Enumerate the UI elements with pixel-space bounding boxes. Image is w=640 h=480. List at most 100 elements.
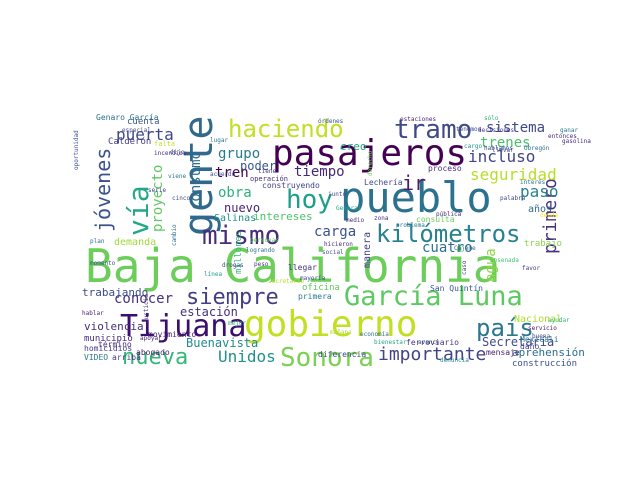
word-agua: agua <box>483 248 499 282</box>
word-hicieron: hicieron <box>324 241 353 248</box>
word-proceso: proceso <box>428 164 462 173</box>
word-favor: favor <box>522 265 540 272</box>
word-tijuana: Tijuana <box>120 309 246 344</box>
word-servicio: servicio <box>528 325 557 332</box>
word-video: VIDEO <box>84 353 108 362</box>
word-movimiento: movimiento <box>148 330 196 339</box>
word-publica: pública <box>436 211 462 218</box>
word-abogado: abogado <box>136 348 170 357</box>
word-apoyar: apoyar <box>140 335 162 342</box>
word-solo: sólo <box>484 115 499 122</box>
word-baja-california: Baja California <box>85 239 500 293</box>
word-llevar: llevar <box>492 147 514 154</box>
word-calderon: Calderón <box>108 136 151 147</box>
word-ir: ir <box>402 171 426 195</box>
word-ensenada: Ensenada <box>490 257 519 264</box>
word-mensaje: mensaje <box>486 348 520 357</box>
word-estaciones: estaciones <box>400 116 437 123</box>
word-demanda: demanda <box>114 237 156 248</box>
word-deuda: deuda <box>540 212 558 219</box>
word-interes: interés <box>520 179 546 186</box>
word-entonces: entonces <box>548 133 577 140</box>
word-caso: caso <box>461 260 468 275</box>
word-secretaria: Secretaría <box>482 335 554 349</box>
word-paso: paso <box>520 182 559 201</box>
word-unidos: Unidos <box>218 347 276 366</box>
word-derecho: derecho <box>367 150 374 176</box>
word-ordenes: órdenes <box>318 118 344 125</box>
word-logrando: logrando <box>246 247 275 254</box>
word-problema: problema <box>396 222 425 229</box>
word-intereses: intereses <box>253 210 313 223</box>
word-creo: creo <box>340 140 367 153</box>
word-conocer: conocer <box>114 291 173 307</box>
word-jovenes: jóvenes <box>91 148 115 232</box>
word-proyecto: proyecto <box>150 165 166 232</box>
word-homicidios: homicidios <box>84 344 132 353</box>
word-lecheria: Lechería <box>364 178 403 187</box>
word-millones: millones <box>234 231 244 274</box>
word-trabajando: trabajando <box>82 286 148 299</box>
word-bienestar: bienestar <box>374 339 407 346</box>
word-serie: serie <box>148 187 166 194</box>
word-cinco: cinco <box>172 195 190 202</box>
word-especial: especial <box>122 127 151 134</box>
word-genaro-garcia: Genaro García <box>96 113 159 122</box>
word-nueva: nueva <box>122 345 188 370</box>
word-primera: primera <box>298 292 332 301</box>
word-plan: plan <box>90 238 105 245</box>
word-secretario: secretario <box>268 278 305 285</box>
word-obra: obra <box>218 185 252 201</box>
word-diferencia: diferencia <box>318 350 366 359</box>
word-cargo: cargo <box>464 143 482 150</box>
word-llegar: llegar <box>288 263 317 272</box>
word-sistema: sistema <box>486 120 545 136</box>
word-gente: gente <box>176 116 222 236</box>
word-construyendo: construyendo <box>262 181 320 190</box>
word-mexicali: Mexicali <box>520 335 559 344</box>
word-general: General <box>336 205 362 212</box>
word-kilometros: kilómetros <box>376 220 521 248</box>
word-puerta: puerta <box>116 125 174 144</box>
word-economia: economía <box>360 331 389 338</box>
word-obregon: Obregón <box>524 145 550 152</box>
word-grupo: grupo <box>218 146 260 162</box>
word-estacion: estación <box>180 305 238 319</box>
word-ganar: ganar <box>560 127 578 134</box>
word-ayudar: ayudar <box>548 317 570 324</box>
word-ferroviario: ferroviario <box>406 338 459 347</box>
word-hablar: hablar <box>82 310 104 317</box>
word-mayoria: mayoría <box>300 275 326 282</box>
word-anos: años <box>528 204 552 215</box>
word-poder: poder <box>240 159 276 173</box>
word-via: vía <box>122 185 155 236</box>
word-social: social <box>322 249 344 256</box>
word-drogas: drogas <box>222 262 244 269</box>
word-sonora: Sonora <box>280 343 374 373</box>
word-personas: personas <box>250 237 279 244</box>
word-cuenta: cuenta <box>127 117 160 127</box>
word-medio: medio <box>346 217 364 224</box>
word-violencia: violencia <box>84 320 144 333</box>
word-san-quintin: San Quintín <box>430 284 483 293</box>
word-buenavista: Buenavista <box>186 336 258 350</box>
word-pasajeros: pasajeros <box>272 133 467 174</box>
word-peso: peso <box>254 261 269 268</box>
word-lugar: lugar <box>210 137 228 144</box>
word-momento: momento <box>90 260 116 267</box>
word-cuatro: cuatro <box>422 240 473 256</box>
word-importante: importante <box>378 344 486 365</box>
word-oportunidad: oportunidad <box>73 130 80 170</box>
word-haciendo: haciendo <box>228 115 344 143</box>
word-avance: avance <box>418 339 440 346</box>
word-acuerdo: acuerdo <box>210 171 236 178</box>
word-hoy: hoy <box>286 185 333 215</box>
word-consumo: consumo <box>188 151 204 210</box>
word-pais: país <box>476 314 534 342</box>
word-hablamos: hablamos <box>484 145 513 152</box>
word-palabra: palabra <box>500 195 526 202</box>
word-municipio: municipio <box>84 334 133 344</box>
word-salinas: Salinas <box>214 213 256 224</box>
word-viene: viene <box>168 173 186 180</box>
word-cambio: cambio <box>171 224 178 246</box>
